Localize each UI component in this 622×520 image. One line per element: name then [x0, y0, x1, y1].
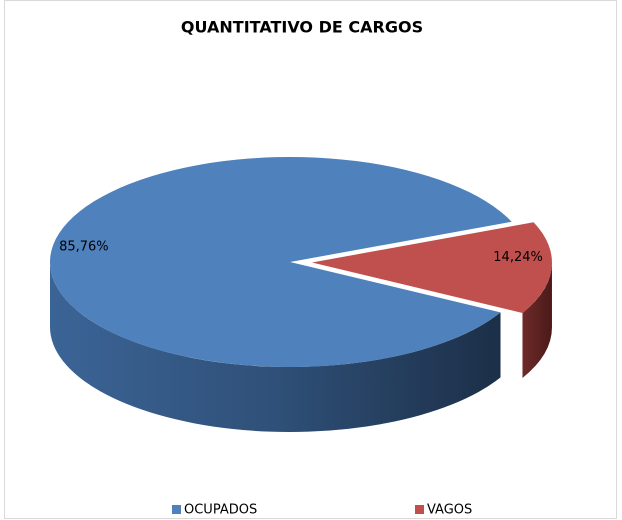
slice-side	[50, 262, 501, 432]
chart-title: QUANTITATIVO DE CARGOS	[181, 18, 423, 37]
legend-label: VAGOS	[427, 503, 472, 518]
legend-label: OCUPADOS	[184, 503, 257, 518]
slice-side	[522, 262, 552, 378]
data-label: 14,24%	[493, 250, 543, 265]
legend-swatch	[172, 505, 181, 514]
slice	[311, 222, 552, 313]
slice	[49, 156, 512, 367]
data-label: 85,76%	[59, 240, 109, 255]
legend-swatch	[415, 505, 424, 514]
